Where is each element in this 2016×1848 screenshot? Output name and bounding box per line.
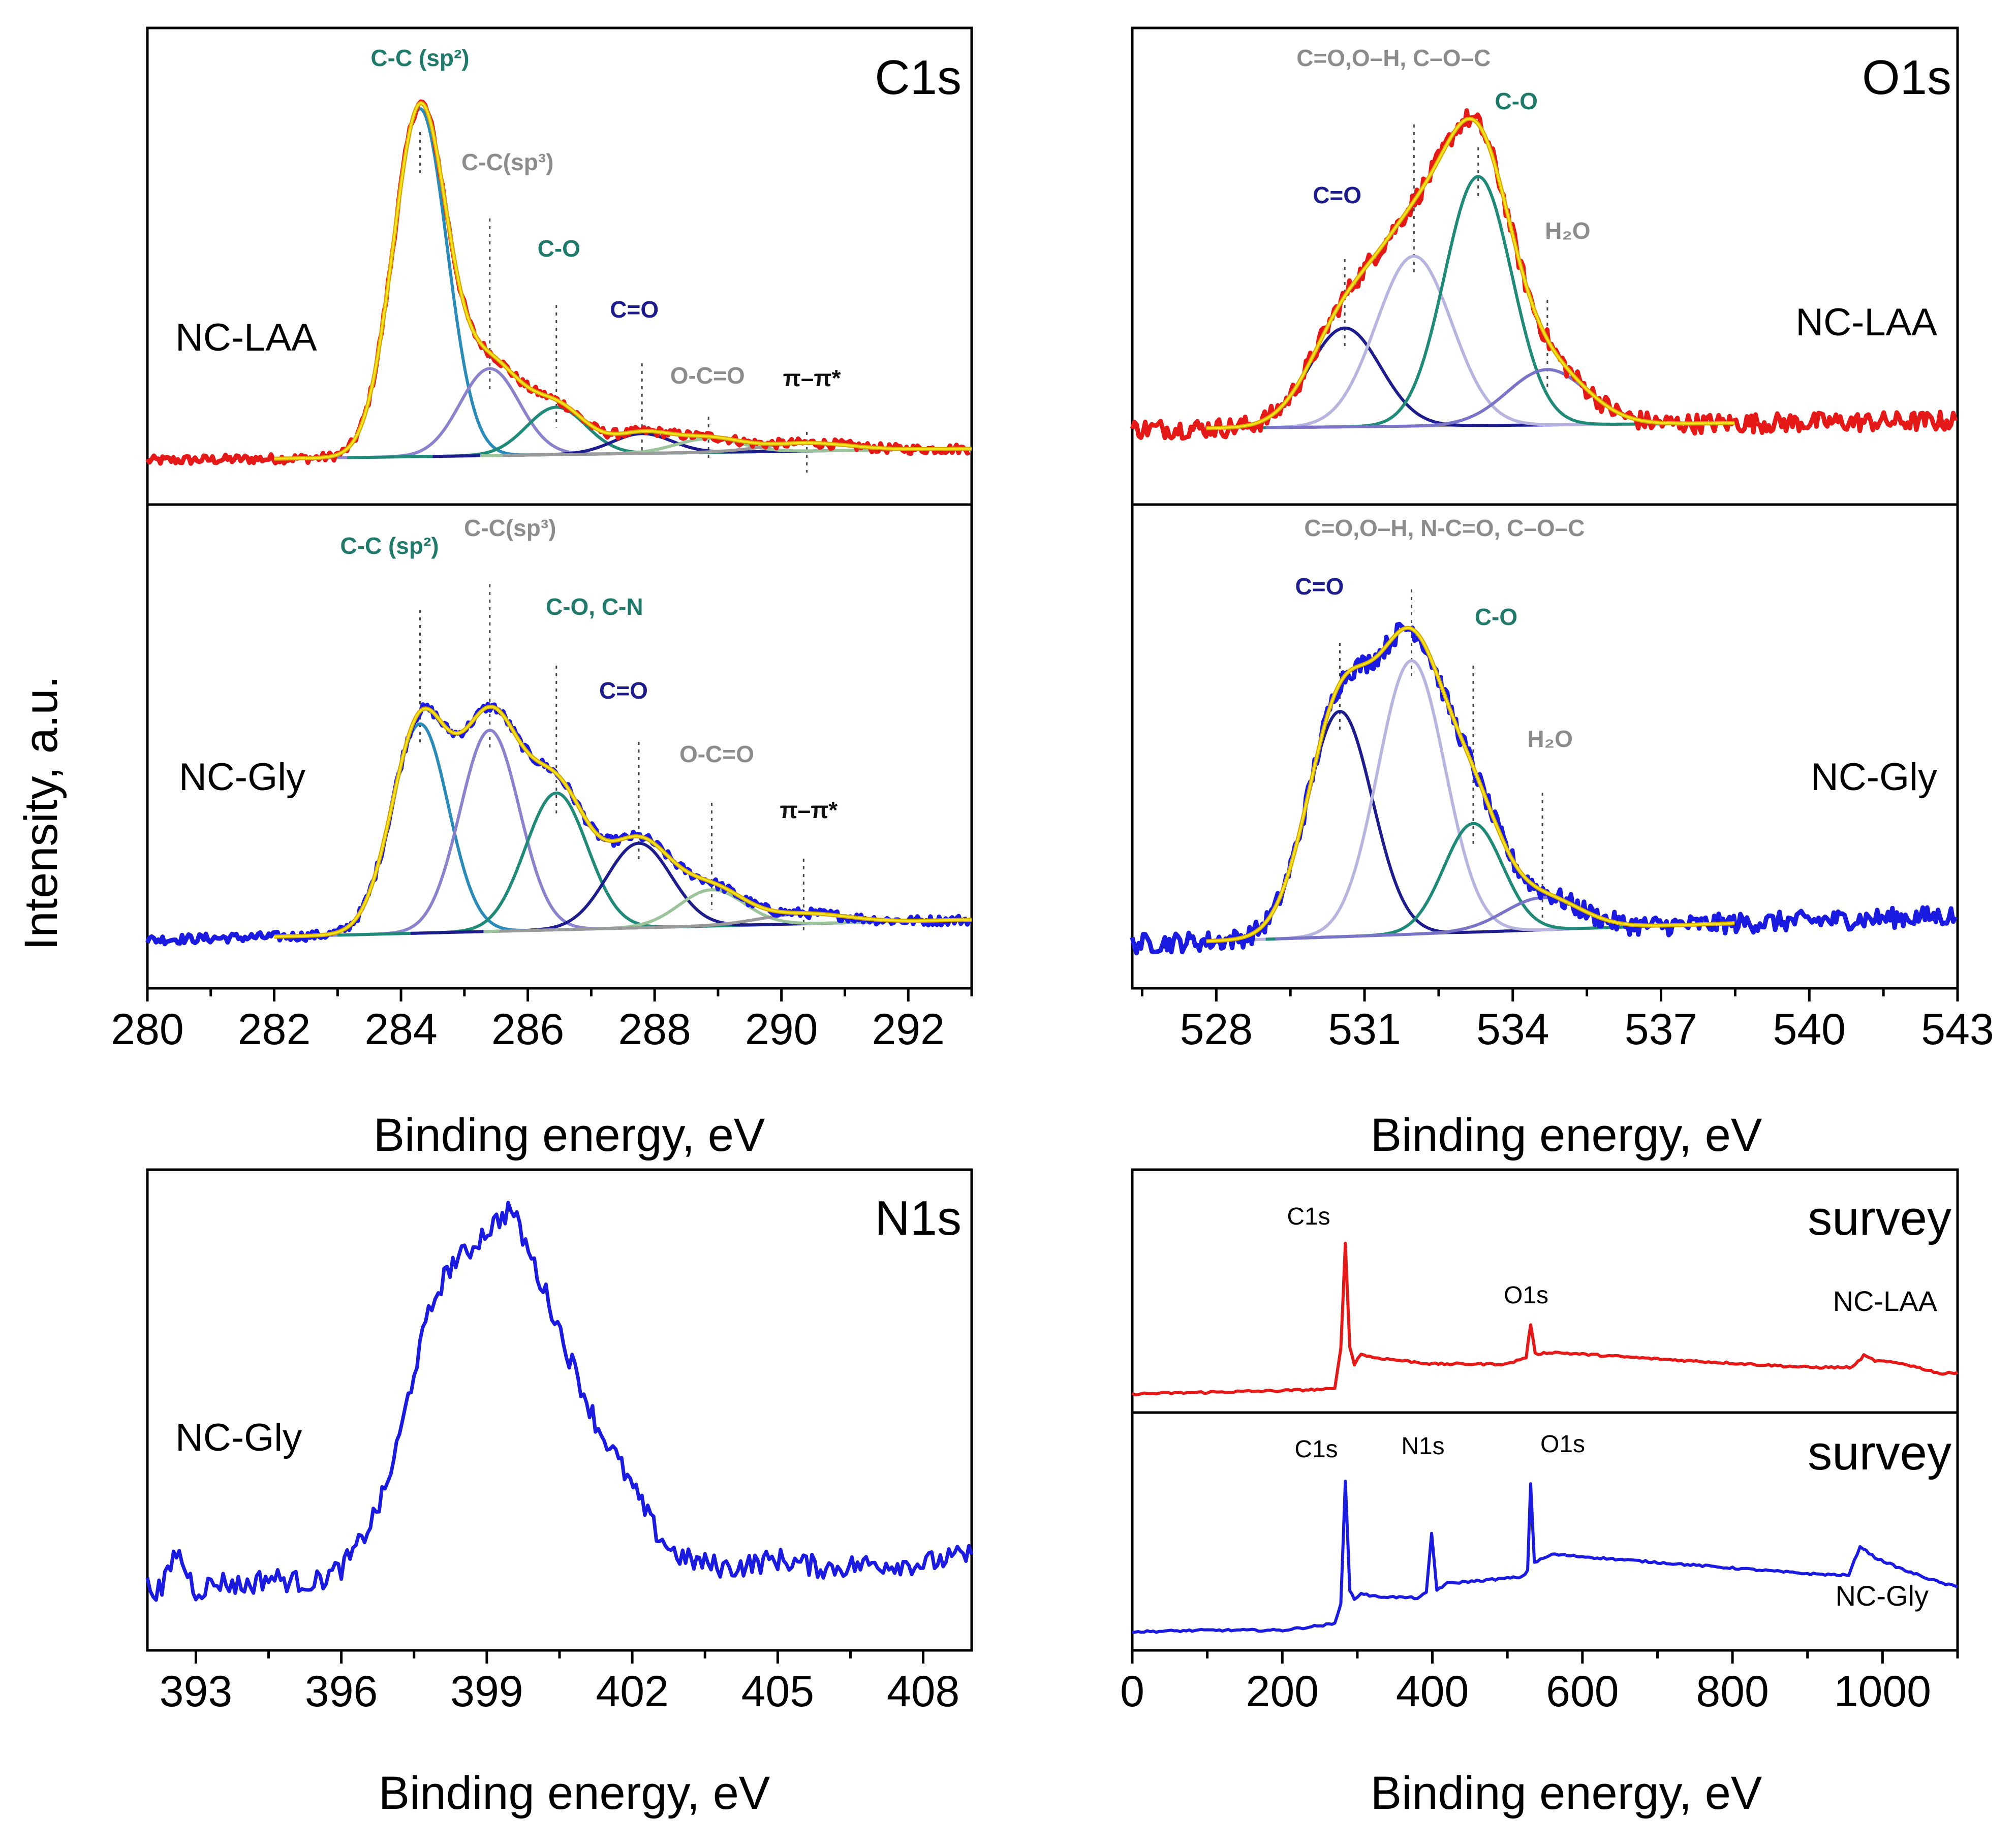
n1s-tick-label: 396 (305, 1667, 378, 1716)
o1s-tick-label: 528 (1180, 1005, 1253, 1054)
c1s-tick-label: 286 (491, 1005, 565, 1054)
o1s-laa-fit-envelope (1206, 117, 1735, 429)
o1s-tick-label: 543 (1921, 1005, 1994, 1054)
c1s-gly-sample-label: NC-Gly (179, 756, 305, 799)
c1s-gly-fit-envelope (274, 705, 972, 938)
o1s-gly-peak-label: C=O (1295, 573, 1344, 600)
n1s-spectrum (145, 1201, 974, 1602)
o1s-gly-peak-label: C-O (1475, 604, 1517, 630)
o1s-gly-fit-envelope (1206, 627, 1735, 943)
survey-laa-sample-label: NC-LAA (1833, 1285, 1938, 1317)
n1s-tick-label: 408 (887, 1667, 960, 1716)
survey-frame (1131, 1168, 1959, 1652)
o1s-tick-label: 537 (1625, 1005, 1698, 1054)
c1s-gly-peak-label: C-C (sp²) (340, 533, 439, 559)
c1s-gly-peak-label: C-C(sp³) (464, 515, 556, 541)
c1s-laa-peak-label: C-C (sp²) (370, 45, 469, 71)
o1s-x-axis-label: Binding energy, eV (1371, 1109, 1762, 1161)
o1s-frame (1131, 26, 1959, 990)
c1s-laa-peak-label: O-C=O (670, 362, 745, 389)
c1s-tick-label: 284 (364, 1005, 438, 1054)
c1s-laa-peak-label: C-C(sp³) (461, 149, 553, 175)
o1s-tick-label: 531 (1328, 1005, 1401, 1054)
o1s-gly-peak-label: C=O,O–H, N-C=O, C–O–C (1304, 515, 1585, 541)
o1s-laa-peak-label: H₂O (1545, 217, 1590, 244)
survey-gly-peak-label: C1s (1294, 1436, 1338, 1463)
n1s-x-axis-label: Binding energy, eV (379, 1767, 770, 1819)
survey-laa-peak-label: C1s (1287, 1203, 1330, 1230)
survey-tick-label: 400 (1396, 1667, 1469, 1716)
c1s-tick-label: 290 (745, 1005, 818, 1054)
n1s-sample-label: NC-Gly (175, 1416, 302, 1459)
n1s-panel: 393 396 399 402 405 408 (145, 1168, 974, 1716)
survey-gly-sample-label: NC-Gly (1835, 1580, 1929, 1612)
c1s-laa-sample-label: NC-LAA (175, 316, 317, 359)
c1s-tick-label: 282 (238, 1005, 311, 1054)
o1s-laa-peak-label: C=O,O–H, C–O–C (1296, 45, 1491, 71)
survey-panel: 0 200 400 600 800 1000 C1s O1s C1s N1s O1s (1120, 1168, 1959, 1716)
c1s-gly-peak-label: C-O, C-N (546, 593, 643, 620)
c1s-laa-fit-envelope (274, 102, 972, 460)
c1s-gly-peak-label: O-C=O (679, 741, 754, 767)
survey-gly-spectrum (1132, 1480, 1958, 1635)
survey-gly-peak-label: N1s (1401, 1433, 1444, 1460)
o1s-laa-experimental-data (1130, 108, 1958, 441)
survey-laa-peak-label: O1s (1504, 1282, 1548, 1309)
n1s-title: N1s (875, 1191, 962, 1245)
survey-laa-title: survey (1808, 1191, 1951, 1245)
o1s-laa-sample-label: NC-LAA (1795, 301, 1937, 344)
survey-tick-label: 800 (1696, 1667, 1769, 1716)
o1s-tick-label: 540 (1773, 1005, 1846, 1054)
c1s-tick-label: 288 (618, 1005, 691, 1054)
o1s-gly-sample-label: NC-Gly (1811, 756, 1937, 799)
c1s-laa-peak-label: π–π* (783, 365, 841, 391)
survey-gly-peak-label: O1s (1540, 1431, 1585, 1458)
c1s-gly-peak-label: C=O (599, 677, 648, 704)
o1s-title: O1s (1862, 50, 1951, 105)
survey-tick-label: 1000 (1834, 1667, 1931, 1716)
survey-x-axis-label: Binding energy, eV (1371, 1767, 1762, 1819)
o1s-tick-label: 534 (1476, 1005, 1549, 1054)
c1s-title: C1s (875, 50, 962, 105)
c1s-tick-label: 292 (872, 1005, 945, 1054)
c1s-laa-peak-label: C=O (610, 296, 659, 323)
survey-gly-title: survey (1808, 1426, 1951, 1480)
c1s-frame (146, 26, 973, 990)
c1s-gly-peak-label: π–π* (780, 797, 838, 823)
o1s-gly-peak-label: H₂O (1527, 726, 1572, 752)
o1s-laa-peak-label: C-O (1495, 88, 1538, 114)
n1s-tick-label: 399 (450, 1667, 523, 1716)
c1s-panel: 280 282 284 286 288 290 292 C-C (sp²) C-C(sp³) C-… (111, 26, 973, 1054)
n1s-tick-label: 402 (596, 1667, 669, 1716)
survey-tick-label: 600 (1546, 1667, 1619, 1716)
c1s-x-axis-label: Binding energy, eV (374, 1109, 765, 1161)
n1s-tick-label: 393 (160, 1667, 233, 1716)
c1s-tick-label: 280 (111, 1005, 184, 1054)
survey-tick-label: 0 (1120, 1667, 1144, 1716)
c1s-laa-peak-label: C-O (538, 235, 580, 262)
survey-laa-spectrum (1131, 1241, 1959, 1397)
y-axis-label: Intensity, a.u. (15, 676, 67, 950)
n1s-tick-label: 405 (741, 1667, 815, 1716)
o1s-laa-peak-label: C=O (1313, 182, 1361, 208)
survey-tick-label: 200 (1246, 1667, 1319, 1716)
